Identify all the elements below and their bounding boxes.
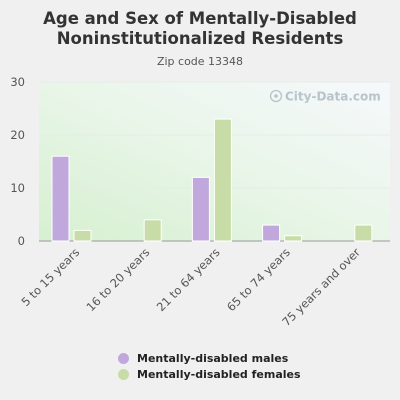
x-tick-label: 21 to 64 years <box>154 245 223 314</box>
x-tick-label: 65 to 74 years <box>224 245 293 314</box>
x-tick-label: 5 to 15 years <box>19 245 83 309</box>
legend-label-males: Mentally-disabled males <box>137 351 289 365</box>
y-tick-label: 30 <box>10 75 25 89</box>
bar-females <box>73 229 92 242</box>
bar-males <box>51 155 70 242</box>
legend-item-males: Mentally-disabled males <box>118 350 301 366</box>
chart-subtitle: Zip code 13348 <box>156 55 244 68</box>
legend-swatch-males <box>118 352 129 364</box>
legend-item-females: Mentally-disabled females <box>118 366 301 382</box>
legend: Mentally-disabled males Mentally-disable… <box>118 350 301 382</box>
x-tick-label: 75 years and over <box>279 245 363 329</box>
legend-swatch-females <box>118 368 129 380</box>
legend-label-females: Mentally-disabled females <box>137 367 301 381</box>
watermark-text: City-Data.com <box>285 90 381 104</box>
y-tick-label: 0 <box>18 234 25 248</box>
chart-title: Age and Sex of Mentally-Disabled Noninst… <box>43 9 357 48</box>
x-tick-label: 16 to 20 years <box>84 245 153 314</box>
bar-males <box>262 224 281 242</box>
bar-females <box>284 235 303 242</box>
watermark: City-Data.com <box>269 90 381 104</box>
bar-females <box>354 224 373 242</box>
bar-females <box>143 219 162 242</box>
bar-females <box>213 118 232 242</box>
y-tick-label: 20 <box>10 128 25 142</box>
bar-males <box>191 176 210 242</box>
y-tick-label: 10 <box>10 181 25 195</box>
